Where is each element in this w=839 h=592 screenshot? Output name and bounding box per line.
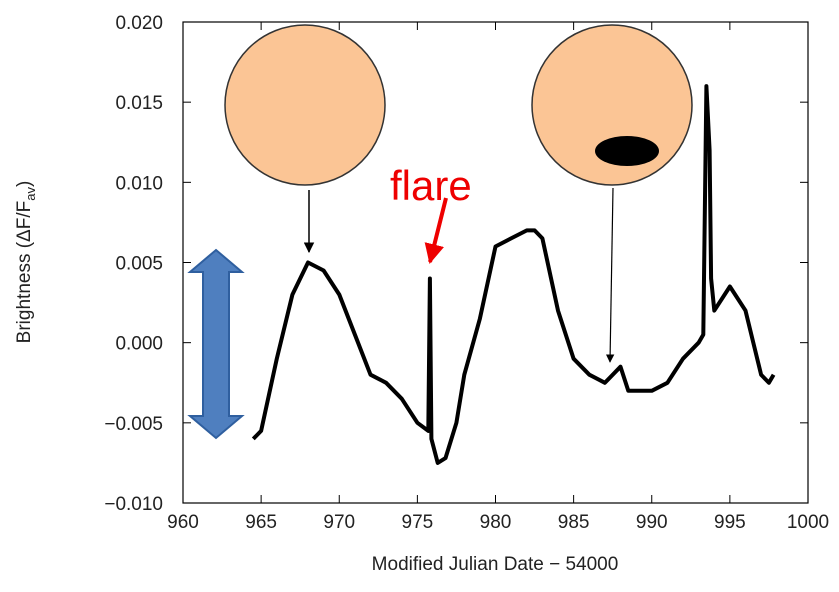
y-tick-label: −0.010 bbox=[104, 494, 163, 515]
x-tick-label: 995 bbox=[714, 512, 746, 533]
light-curve bbox=[251, 84, 776, 465]
x-tick-label: 1000 bbox=[787, 512, 829, 533]
x-tick-label: 975 bbox=[402, 512, 434, 533]
x-tick-label: 970 bbox=[323, 512, 355, 533]
star-spot bbox=[595, 136, 659, 166]
amplitude-arrow bbox=[187, 248, 245, 440]
x-tick-label: 965 bbox=[245, 512, 277, 533]
x-tick-label: 990 bbox=[636, 512, 668, 533]
y-tick-label: 0.020 bbox=[115, 13, 163, 34]
y-label-end: ) bbox=[14, 181, 35, 187]
y-tick-label: 0.010 bbox=[115, 173, 163, 194]
y-label-sub: av bbox=[23, 187, 38, 201]
x-tick-label: 960 bbox=[167, 512, 199, 533]
y-tick-label: 0.005 bbox=[115, 254, 163, 275]
x-axis-label: Modified Julian Date − 54000 bbox=[372, 554, 619, 575]
star-disk bbox=[224, 24, 386, 186]
y-tick-label: 0.000 bbox=[115, 334, 163, 355]
y-axis-label: Brightness (ΔF/Fav) bbox=[14, 181, 38, 344]
x-tick-label: 980 bbox=[480, 512, 512, 533]
y-label-main: Brightness (ΔF/F bbox=[14, 201, 35, 344]
x-tick-label: 985 bbox=[558, 512, 590, 533]
y-tick-label: 0.015 bbox=[115, 93, 163, 114]
arrow bbox=[605, 187, 615, 363]
y-tick-label: −0.005 bbox=[104, 414, 163, 435]
flare-arrow bbox=[424, 197, 448, 264]
flare-annotation: flare bbox=[390, 162, 472, 209]
